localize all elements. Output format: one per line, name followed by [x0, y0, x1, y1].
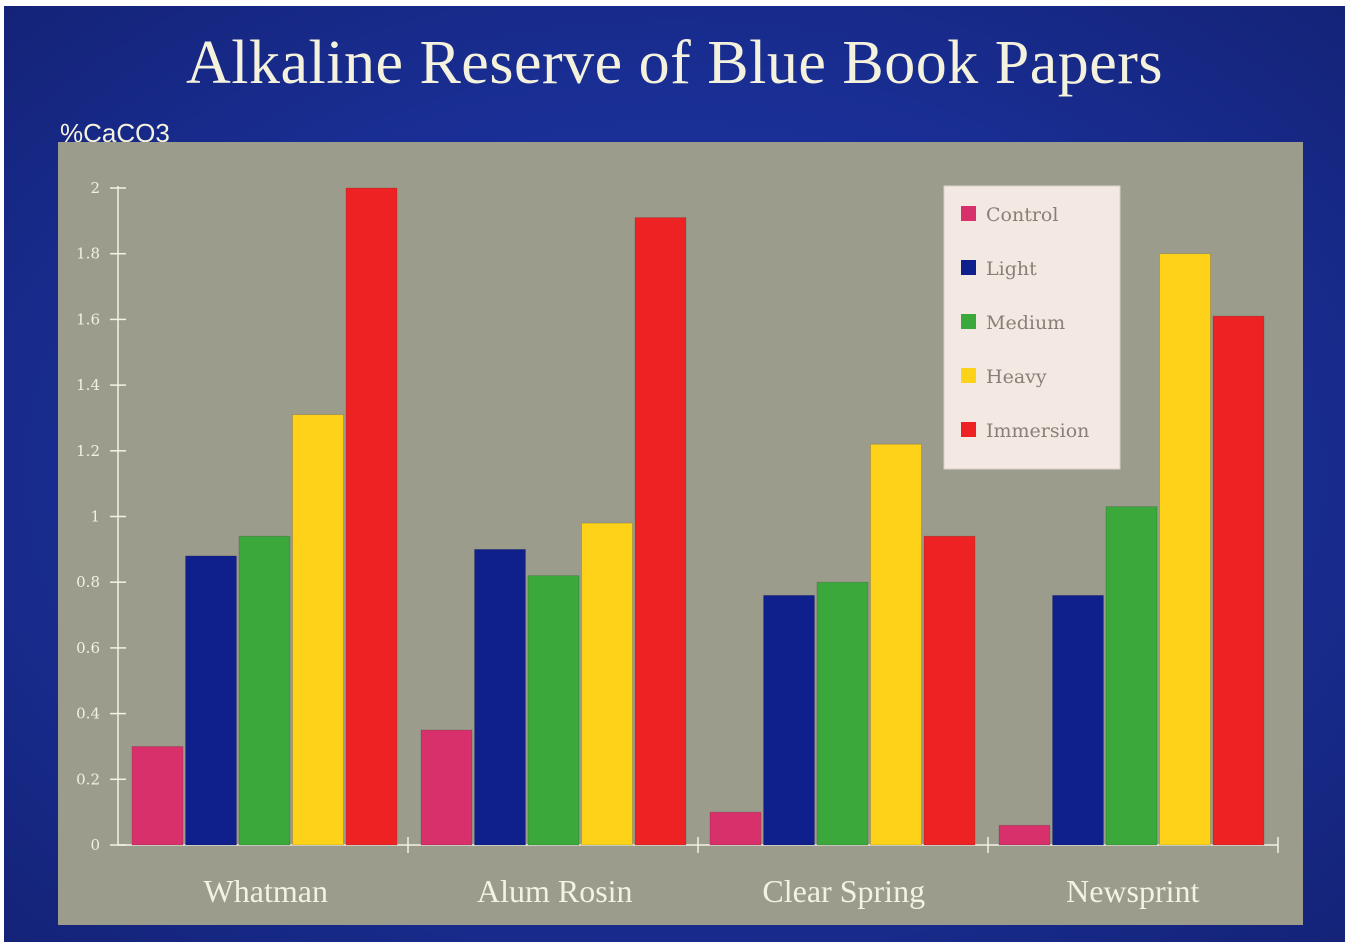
bar-control-newsprint	[998, 824, 1051, 846]
x-category-label: Newsprint	[1066, 873, 1199, 909]
bar-control-whatman	[131, 746, 184, 846]
bar-immersion-alum-rosin	[634, 217, 687, 846]
legend-swatch-heavy	[961, 368, 976, 383]
y-tick-label: 1	[90, 508, 100, 526]
y-tick-label: 1.2	[76, 442, 100, 460]
bar-control-clear-spring	[709, 811, 762, 846]
y-tick-label: 1.6	[76, 310, 100, 328]
legend-swatch-control	[961, 206, 976, 221]
x-category-label: Whatman	[204, 873, 328, 909]
legend-label-light: Light	[986, 258, 1037, 280]
legend-label-immersion: Immersion	[986, 420, 1089, 442]
bar-heavy-whatman	[292, 414, 344, 846]
chart-title: Alkaline Reserve of Blue Book Papers	[185, 29, 1164, 97]
bar-heavy-alum-rosin	[581, 522, 633, 846]
legend-label-heavy: Heavy	[986, 366, 1047, 388]
x-category-label: Alum Rosin	[477, 873, 633, 909]
bar-heavy-newsprint	[1159, 253, 1211, 846]
y-tick-label: 0	[90, 836, 100, 854]
bar-light-alum-rosin	[474, 548, 526, 846]
bar-immersion-clear-spring	[923, 535, 976, 846]
bar-heavy-clear-spring	[870, 443, 922, 846]
y-tick-label: 0.6	[76, 639, 100, 657]
y-tick-label: 0.8	[76, 573, 100, 591]
bar-immersion-newsprint	[1212, 315, 1265, 846]
x-category-label: Clear Spring	[762, 873, 925, 909]
bar-light-newsprint	[1052, 594, 1104, 846]
bar-immersion-whatman	[345, 187, 398, 846]
legend-label-medium: Medium	[986, 312, 1065, 334]
bar-medium-alum-rosin	[527, 575, 580, 846]
bars	[131, 187, 1265, 846]
legend: Control Light Medium Heavy Immersion	[943, 185, 1121, 470]
bar-medium-clear-spring	[816, 581, 869, 846]
bar-light-whatman	[185, 555, 237, 846]
y-tick-label: 0.2	[76, 770, 100, 788]
bar-light-clear-spring	[763, 594, 815, 846]
legend-label-control: Control	[986, 204, 1058, 226]
legend-swatch-immersion	[961, 422, 976, 437]
y-tick-label: 2	[90, 179, 100, 197]
legend-swatch-light	[961, 260, 976, 275]
category-labels: Whatman Alum Rosin Clear Spring Newsprint	[204, 873, 1200, 909]
bar-control-alum-rosin	[420, 729, 473, 846]
bar-medium-whatman	[238, 535, 291, 846]
y-tick-label: 0.4	[76, 705, 100, 723]
y-tick-label: 1.4	[76, 376, 100, 394]
y-tick-label: 1.8	[76, 245, 100, 263]
legend-swatch-medium	[961, 314, 976, 329]
bar-medium-newsprint	[1105, 506, 1158, 846]
